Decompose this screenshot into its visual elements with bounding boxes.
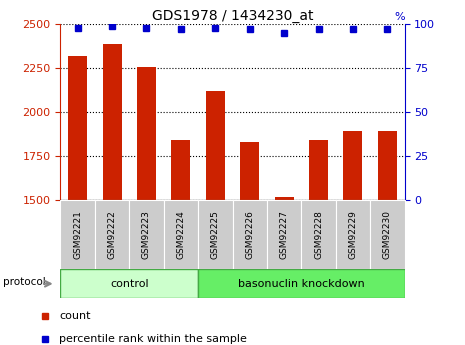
Text: percentile rank within the sample: percentile rank within the sample <box>59 334 247 344</box>
Text: GSM92221: GSM92221 <box>73 210 82 259</box>
Bar <box>137 67 156 200</box>
Bar <box>301 200 336 269</box>
Text: GSM92223: GSM92223 <box>142 210 151 259</box>
Text: control: control <box>110 279 149 289</box>
Bar <box>275 197 293 200</box>
Text: count: count <box>59 312 91 321</box>
Bar <box>60 200 95 269</box>
Text: basonuclin knockdown: basonuclin knockdown <box>238 279 365 289</box>
Bar <box>344 131 362 200</box>
Bar <box>198 200 232 269</box>
Text: GSM92225: GSM92225 <box>211 210 220 259</box>
Bar <box>198 269 405 298</box>
Text: GSM92227: GSM92227 <box>279 210 289 259</box>
Bar <box>95 200 129 269</box>
Text: GSM92230: GSM92230 <box>383 210 392 259</box>
Bar <box>267 200 301 269</box>
Text: protocol: protocol <box>3 277 46 287</box>
Text: %: % <box>394 12 405 22</box>
Text: GSM92224: GSM92224 <box>176 210 186 259</box>
Bar <box>60 269 198 298</box>
Bar <box>232 200 267 269</box>
Bar <box>378 131 397 200</box>
Bar <box>172 140 190 200</box>
Text: GSM92229: GSM92229 <box>348 210 358 259</box>
Bar <box>240 142 259 200</box>
Bar <box>103 43 121 200</box>
Bar <box>206 91 225 200</box>
Bar <box>370 200 405 269</box>
Title: GDS1978 / 1434230_at: GDS1978 / 1434230_at <box>152 9 313 23</box>
Bar <box>164 200 198 269</box>
Bar <box>129 200 164 269</box>
Bar <box>336 200 370 269</box>
Text: GSM92222: GSM92222 <box>107 210 117 259</box>
Bar <box>68 56 87 200</box>
Text: GSM92228: GSM92228 <box>314 210 323 259</box>
Bar <box>309 140 328 200</box>
Text: GSM92226: GSM92226 <box>245 210 254 259</box>
